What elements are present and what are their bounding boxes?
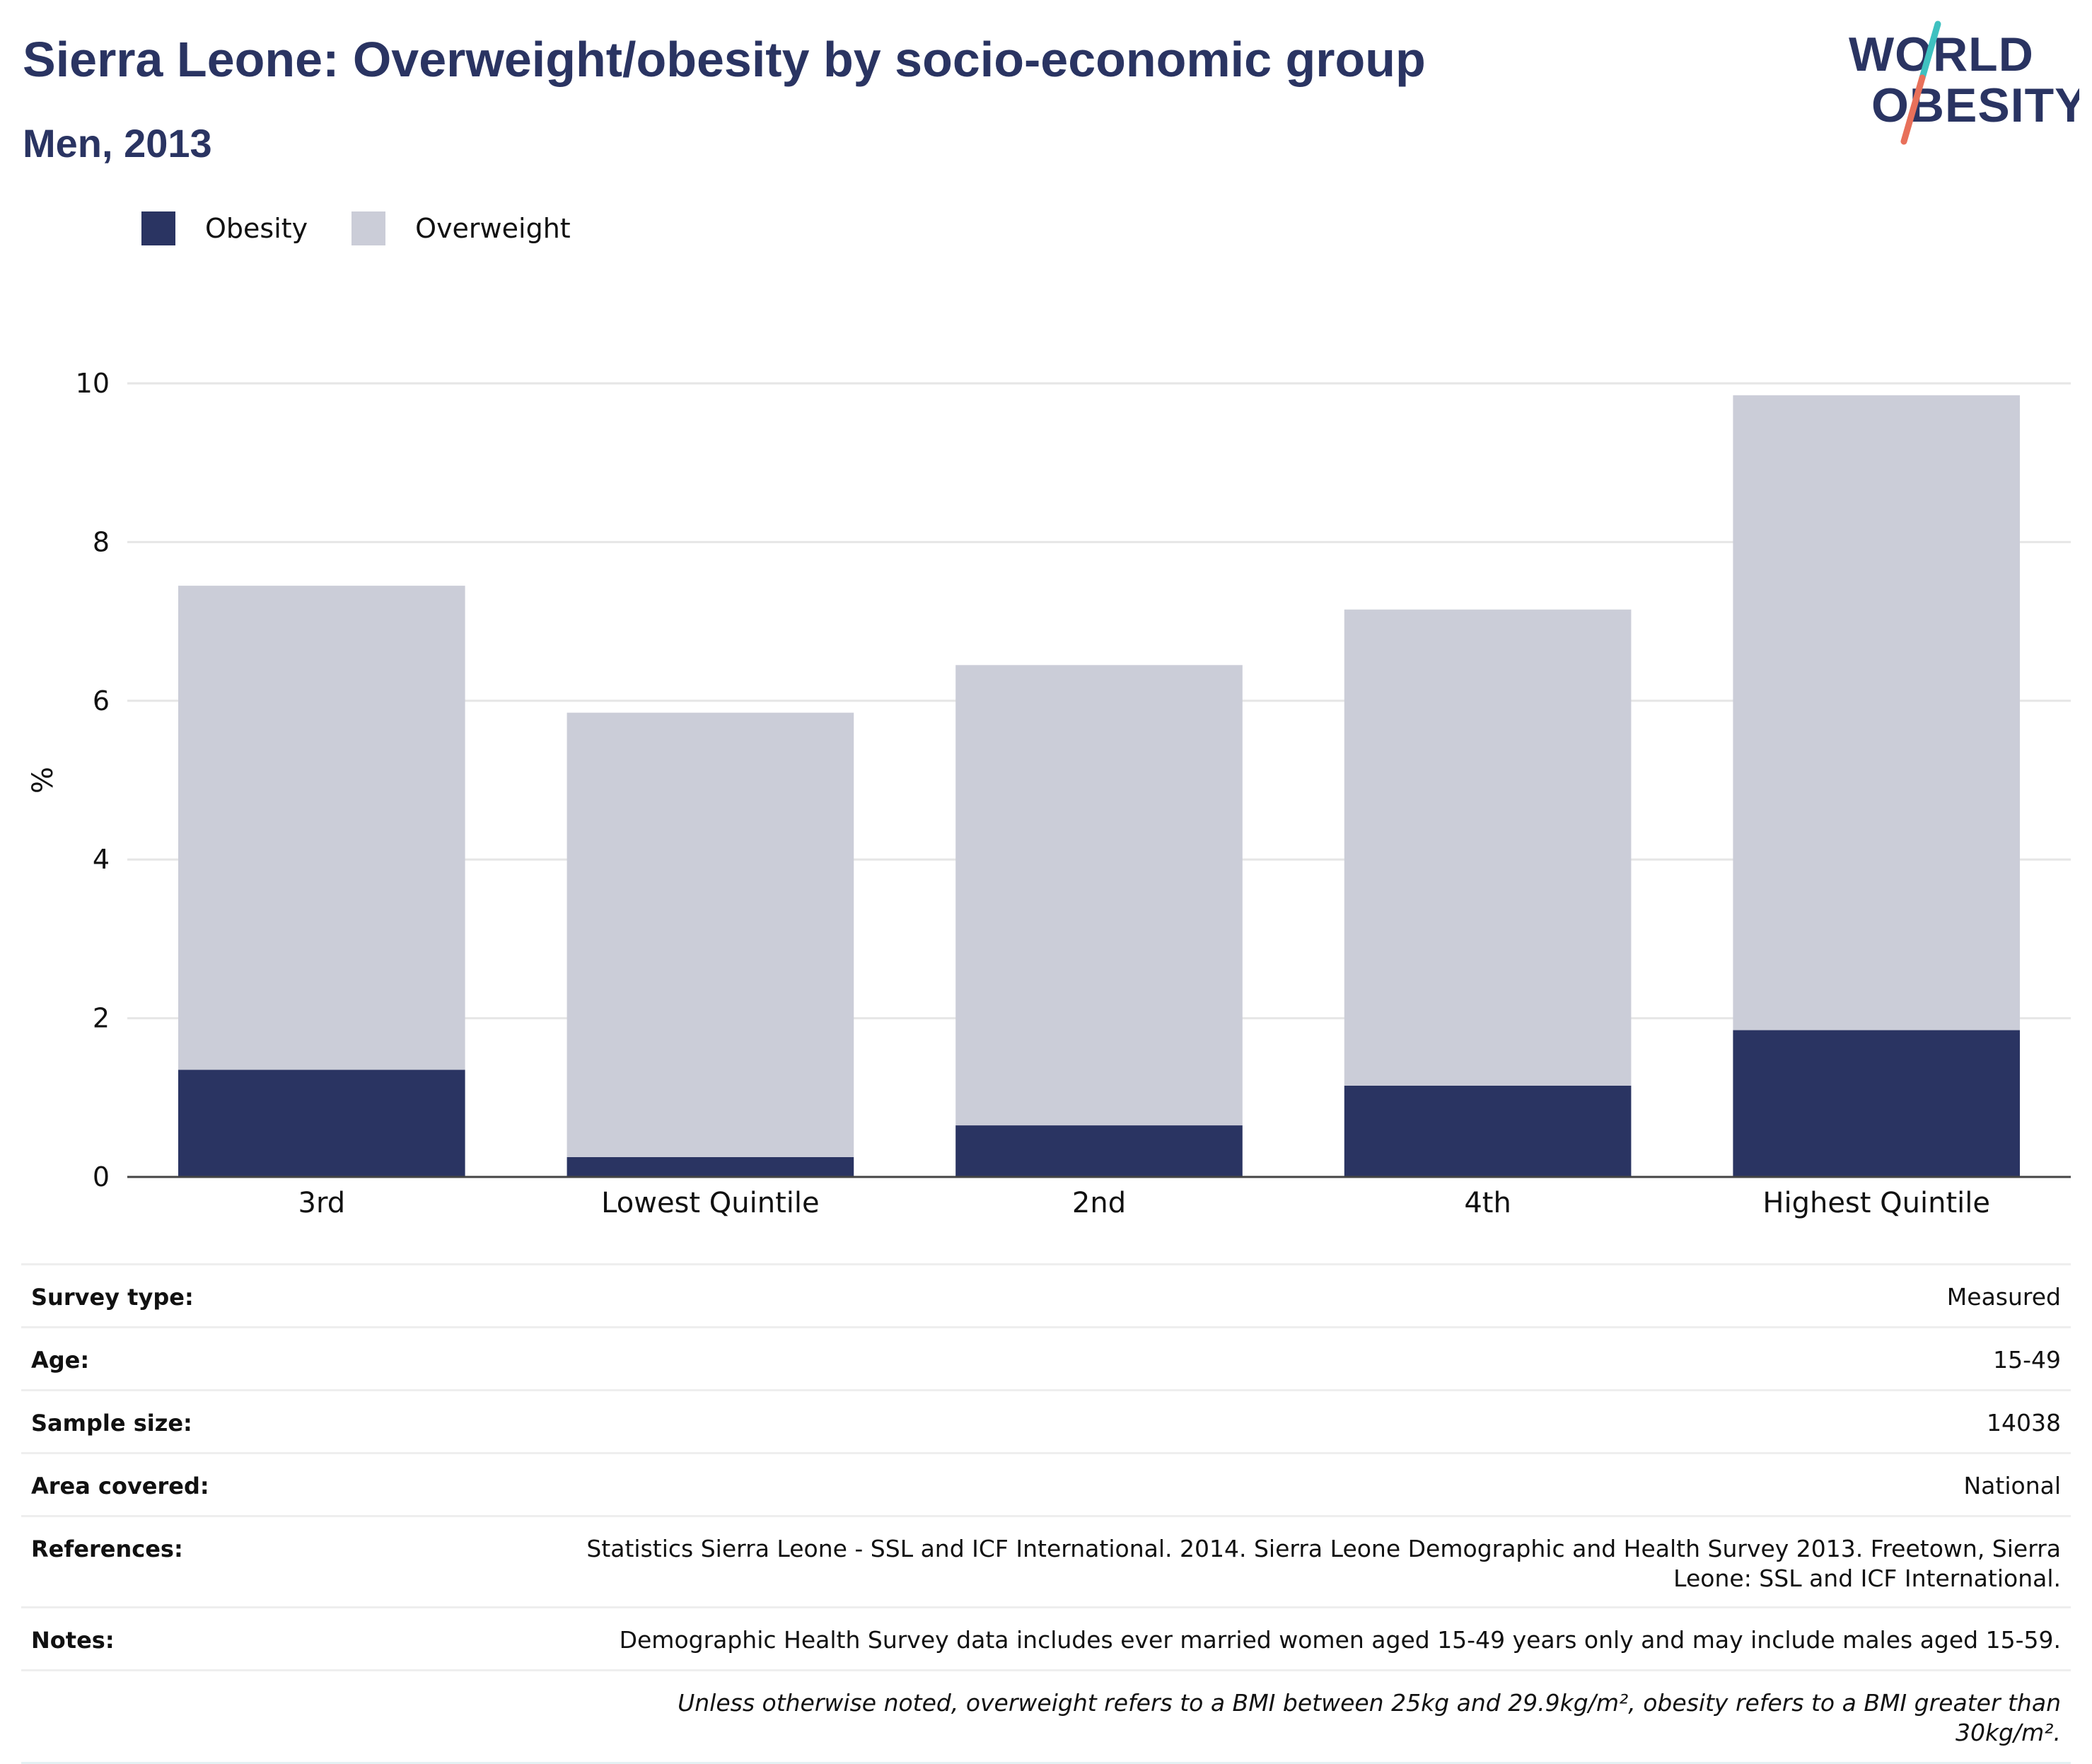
chart-legend: Obesity Overweight <box>141 209 615 248</box>
world-obesity-logo: WORLD OBESITY <box>1839 20 2087 147</box>
y-tick-label: 10 <box>76 368 110 399</box>
x-tick-label: 2nd <box>1072 1187 1126 1219</box>
meta-value: 14038 <box>1987 1409 2061 1437</box>
chart-subtitle: Men, 2013 <box>23 121 212 166</box>
meta-row-sample-size: Sample size: 14038 <box>21 1391 2071 1454</box>
meta-row-area-covered: Area covered: National <box>21 1454 2071 1517</box>
meta-row-references: References: Statistics Sierra Leone - SS… <box>21 1517 2071 1608</box>
meta-row-survey-type: Survey type: Measured <box>21 1265 2071 1328</box>
definitions-footnote: Unless otherwise noted, overweight refer… <box>678 1689 2061 1746</box>
bar-overweight-4th <box>1344 609 1632 1086</box>
meta-label: Age: <box>31 1347 90 1374</box>
meta-label: Notes: <box>31 1627 115 1654</box>
bar-obesity-highest-quintile <box>1733 1030 2021 1177</box>
survey-details-table: Survey type: Measured Age: 15-49 Sample … <box>21 1263 2071 1764</box>
logo-text-line1: WORLD <box>1849 28 2034 81</box>
legend-item-overweight[interactable]: Overweight <box>351 211 571 245</box>
x-tick-label: 4th <box>1464 1187 1511 1219</box>
meta-value: National <box>1963 1472 2061 1499</box>
meta-label: Area covered: <box>31 1473 209 1499</box>
meta-value: 15-49 <box>1993 1346 2061 1374</box>
y-tick-label: 2 <box>93 1003 110 1034</box>
x-tick-label: 3rd <box>298 1187 346 1219</box>
x-tick-label: Lowest Quintile <box>601 1187 819 1219</box>
legend-swatch-obesity <box>141 211 175 245</box>
y-tick-label: 0 <box>93 1161 110 1193</box>
chart-title: Sierra Leone: Overweight/obesity by soci… <box>23 32 1426 87</box>
y-tick-label: 4 <box>93 844 110 875</box>
meta-row-age: Age: 15-49 <box>21 1328 2071 1391</box>
meta-label: Survey type: <box>31 1284 194 1311</box>
legend-label-obesity: Obesity <box>205 213 308 244</box>
logo-slash-teal <box>1919 21 1941 81</box>
x-tick-label: Highest Quintile <box>1762 1187 1990 1219</box>
meta-label: Sample size: <box>31 1410 192 1437</box>
logo-slash-coral <box>1900 74 1926 145</box>
meta-value: Demographic Health Survey data includes … <box>619 1626 2061 1654</box>
y-axis-label: % <box>27 767 59 794</box>
bar-overweight-2nd <box>955 665 1243 1126</box>
legend-swatch-overweight <box>351 211 386 245</box>
legend-label-overweight: Overweight <box>415 213 571 244</box>
stacked-bar-chart: 0 2 4 6 8 10% 3rd Lowest Quintile 2nd 4th Highest … <box>27 368 2071 1219</box>
world-obesity-logo-graphic: WORLD OBESITY <box>1849 21 2087 145</box>
bar-obesity-3rd <box>178 1069 465 1177</box>
bar-obesity-2nd <box>955 1125 1243 1177</box>
bar-obesity-lowest-quintile <box>566 1156 854 1177</box>
y-tick-label: 8 <box>93 526 110 557</box>
bar-overweight-3rd <box>178 586 465 1070</box>
logo-text-line2: OBESITY <box>1871 79 2079 132</box>
meta-value: Statistics Sierra Leone - SSL and ICF In… <box>586 1535 2061 1592</box>
legend-item-obesity[interactable]: Obesity <box>141 211 308 245</box>
y-tick-label: 6 <box>93 685 110 716</box>
bar-obesity-4th <box>1344 1085 1632 1177</box>
bar-overweight-highest-quintile <box>1733 395 2021 1031</box>
meta-row-footnote: Unless otherwise noted, overweight refer… <box>21 1671 2071 1764</box>
meta-label: References: <box>31 1536 183 1562</box>
meta-value: Measured <box>1946 1283 2061 1311</box>
meta-row-notes: Notes: Demographic Health Survey data in… <box>21 1608 2071 1671</box>
bar-overweight-lowest-quintile <box>566 712 854 1157</box>
